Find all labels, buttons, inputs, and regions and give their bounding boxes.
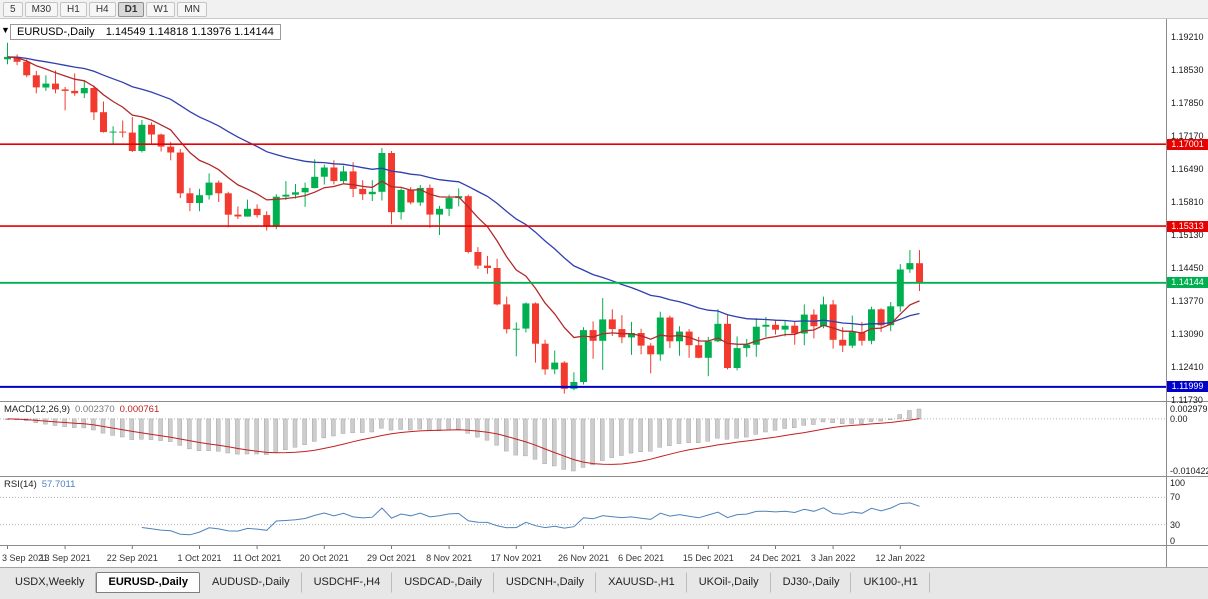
tab-usdcnh-daily[interactable]: USDCNH-,Daily — [494, 572, 597, 593]
tab-dj30-daily[interactable]: DJ30-,Daily — [771, 572, 852, 593]
rsi-indicator-label: RSI(14) 57.7011 — [4, 479, 75, 490]
timeframe-button-mn[interactable]: MN — [177, 1, 207, 17]
macd-histogram — [4, 408, 922, 472]
rsi-name: RSI(14) — [4, 479, 37, 490]
tab-ukoil-daily[interactable]: UKOil-,Daily — [687, 572, 771, 593]
price-chart-canvas[interactable] — [0, 19, 1208, 567]
chart-area[interactable]: 1.19210 1.18530 1.17850 1.17170 1.16490 1.158… — [0, 19, 1208, 567]
tab-uk100-h1[interactable]: UK100-,H1 — [851, 572, 930, 593]
ma-slow-line — [7, 56, 920, 326]
chart-symbol-label: EURUSD-,Daily — [17, 26, 95, 38]
macd-signal-line — [7, 418, 920, 465]
tab-usdcad-daily[interactable]: USDCAD-,Daily — [392, 572, 494, 593]
tab-usdx-weekly[interactable]: USDX,Weekly — [3, 572, 97, 593]
candlesticks — [4, 42, 923, 394]
rsi-line — [141, 502, 920, 536]
macd-signal-value: 0.000761 — [119, 404, 160, 415]
macd-indicator-label: MACD(12,26,9) 0.002370 0.000761 — [4, 404, 159, 415]
chart-tab-bar: USDX,Weekly EURUSD-,Daily AUDUSD-,Daily … — [0, 567, 1208, 599]
timeframe-button-h1[interactable]: H1 — [60, 1, 87, 17]
timeframe-button-d1[interactable]: D1 — [117, 1, 145, 17]
timeframe-toolbar: 5 M30 H1 H4 D1 W1 MN — [0, 0, 1208, 19]
tab-xauusd-h1[interactable]: XAUUSD-,H1 — [596, 572, 687, 593]
rsi-value: 57.7011 — [41, 479, 76, 490]
timeframe-button-w1[interactable]: W1 — [146, 1, 176, 17]
ma-fast-line — [7, 56, 920, 345]
tab-eurusd-daily[interactable]: EURUSD-,Daily — [96, 572, 200, 593]
one-click-trading-arrow-icon[interactable]: ▼ — [1, 25, 10, 35]
timeframe-button-h4[interactable]: H4 — [88, 1, 116, 17]
macd-main-value: 0.002370 — [75, 404, 115, 415]
chart-ohlc-values: 1.14549 1.14818 1.13976 1.14144 — [105, 26, 274, 38]
timeframe-button-m30[interactable]: M30 — [24, 1, 59, 17]
tab-audusd-daily[interactable]: AUDUSD-,Daily — [200, 572, 302, 593]
tab-usdchf-h4[interactable]: USDCHF-,H4 — [302, 572, 393, 593]
macd-name: MACD(12,26,9) — [4, 404, 70, 415]
timeframe-button-5[interactable]: 5 — [3, 1, 23, 17]
chart-title: EURUSD-,Daily 1.14549 1.14818 1.13976 1.… — [10, 24, 281, 40]
